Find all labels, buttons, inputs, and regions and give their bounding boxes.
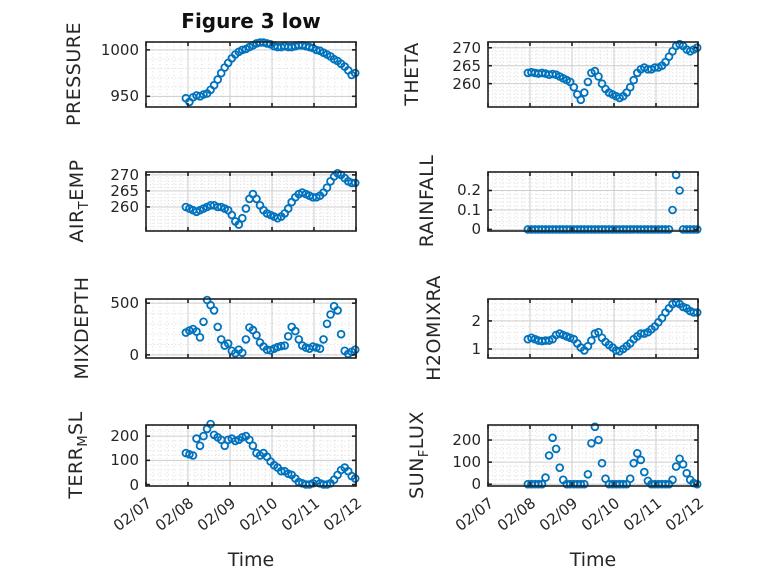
y-tick-label: 265 (452, 56, 481, 75)
y-tick-label: 0 (471, 475, 481, 494)
y-tick-label: 1000 (100, 40, 139, 59)
y-tick-label: 500 (110, 294, 139, 313)
y-tick-label: 0.1 (457, 200, 481, 219)
y-tick-label: 100 (110, 451, 139, 470)
y-tick-label: 950 (110, 87, 139, 106)
ylabel-pressure: PRESSURE (63, 22, 86, 126)
y-tick-label: 100 (452, 453, 481, 472)
y-tick-label: 0 (471, 220, 481, 239)
data-series-sun-flux (523, 422, 702, 489)
xlabel-left: Time (227, 549, 275, 571)
ylabel-mixdepth: MIXDEPTH (71, 276, 94, 380)
plot-pressure (145, 38, 360, 108)
y-tick-label: 270 (452, 38, 481, 57)
data-series-pressure (181, 38, 360, 107)
ylabel-theta: THETA (401, 42, 424, 106)
data-series-theta (523, 39, 702, 105)
data-series-terr-msl (181, 419, 360, 489)
y-tick-label: 200 (110, 427, 139, 446)
data-series-h2omixra (523, 298, 702, 356)
y-tick-label: 260 (452, 74, 481, 93)
plot-rainfall (487, 170, 702, 234)
y-tick-label: 0 (129, 345, 139, 364)
y-tick-label: 270 (110, 165, 139, 184)
y-tick-label: 0.2 (457, 181, 481, 200)
y-tick-label: 1 (471, 340, 481, 358)
plot-theta (487, 39, 702, 108)
y-tick-label: 0 (129, 475, 139, 494)
plot-mixdepth (145, 295, 360, 359)
plot-h2omixra (487, 298, 702, 359)
xlabel-right: Time (569, 549, 617, 571)
data-series-rainfall (523, 170, 702, 234)
data-series-air-temp (181, 169, 360, 229)
figure-title: Figure 3 low (181, 9, 321, 33)
y-tick-label: 265 (110, 181, 139, 200)
plot-air-temp (145, 169, 360, 232)
plot-terr-msl (145, 419, 360, 489)
data-series-mixdepth (181, 295, 360, 359)
y-tick-label: 260 (110, 197, 139, 216)
y-tick-label: 200 (452, 431, 481, 450)
plot-sun-flux (487, 422, 702, 489)
y-tick-label: 2 (471, 311, 481, 330)
